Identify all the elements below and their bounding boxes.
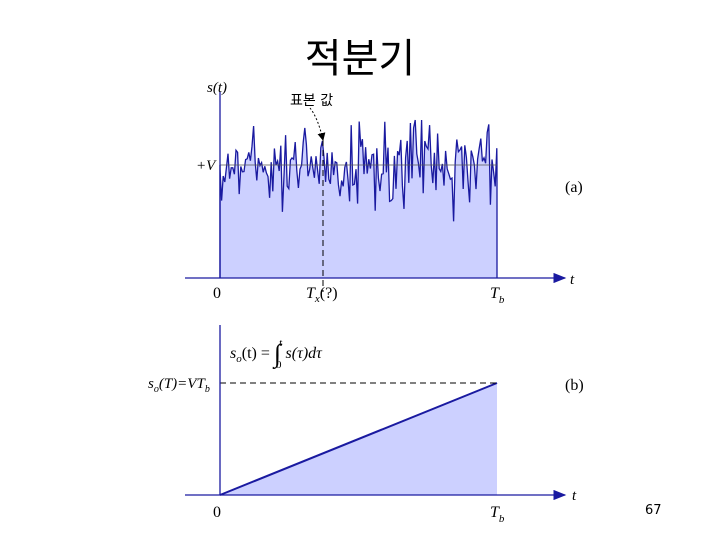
integral-ramp bbox=[219, 382, 498, 496]
bit-time-label: Tb bbox=[490, 504, 505, 525]
x-axis-label: t bbox=[570, 272, 575, 288]
formula: so(t) = ∫t 0s(τ)dτ bbox=[230, 337, 323, 371]
bit-time-label: Tb bbox=[490, 285, 505, 306]
panel-tag: (a) bbox=[565, 179, 583, 196]
slide-number: 67 bbox=[645, 503, 662, 518]
panel-b: so(t) = ∫t 0s(τ)dτ so(T)=VTb (b) t 0 Tb bbox=[148, 325, 584, 525]
level-label: +V bbox=[196, 158, 217, 174]
panel-a: s(t) 표본 값 +V (a) t 0 Tx(?) Tb bbox=[185, 80, 583, 306]
panel-tag: (b) bbox=[565, 377, 584, 394]
origin-label: 0 bbox=[213, 285, 221, 302]
level-label: so(T)=VTb bbox=[148, 376, 210, 395]
slide-title: 적분기 bbox=[305, 36, 415, 82]
signal-area bbox=[220, 120, 497, 278]
sample-time-label: Tx(?) bbox=[306, 285, 338, 305]
x-axis-label: t bbox=[572, 488, 577, 504]
annotation-arrow bbox=[309, 107, 326, 141]
origin-label: 0 bbox=[213, 504, 221, 521]
y-axis-label: s(t) bbox=[207, 80, 227, 96]
annotation: 표본 값 bbox=[290, 93, 333, 109]
